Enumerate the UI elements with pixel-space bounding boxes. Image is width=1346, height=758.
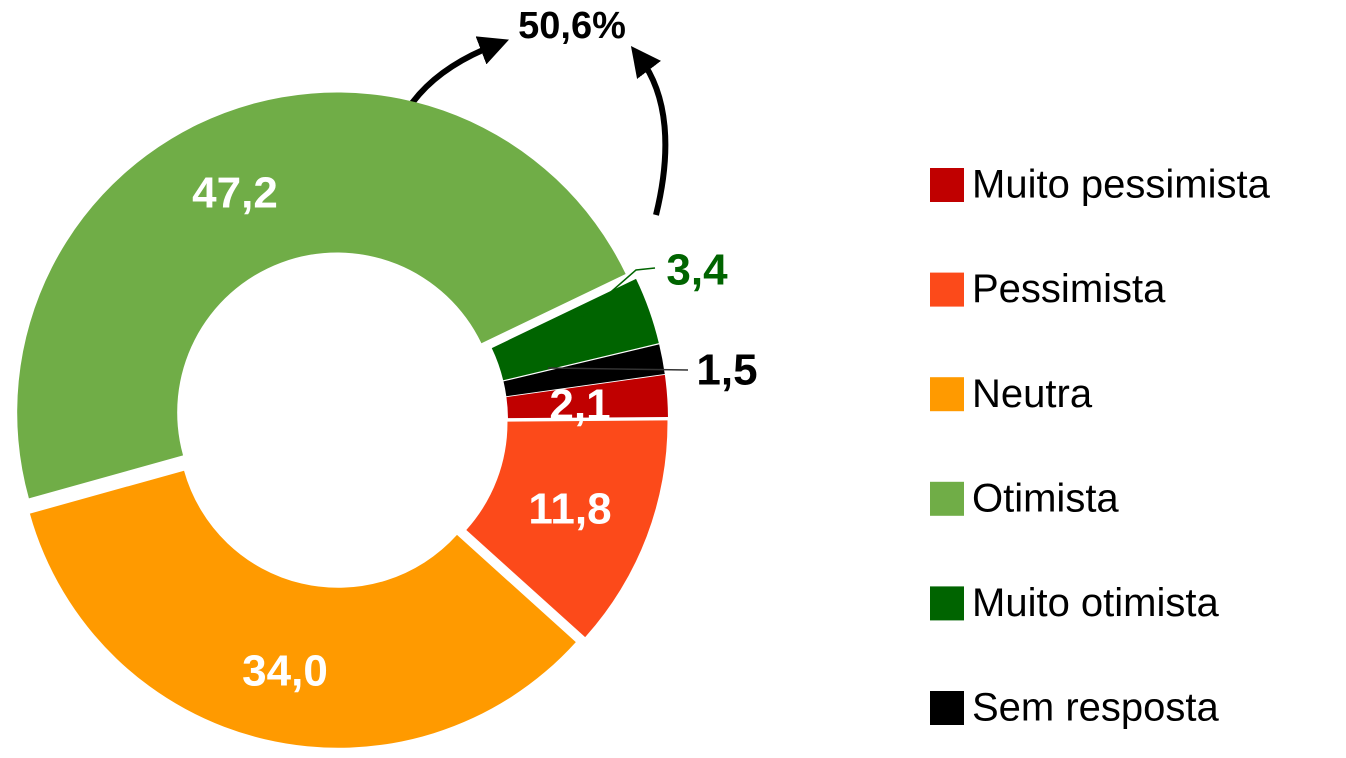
value-label: 47,2: [192, 169, 278, 218]
leader-line: [547, 367, 689, 371]
legend-label: Muito pessimista: [972, 163, 1271, 207]
slice: [491, 278, 659, 381]
value-label: 11,8: [528, 485, 611, 534]
legend-swatch: [930, 168, 964, 202]
value-label: 2,1: [549, 381, 610, 430]
slice: [29, 470, 576, 748]
legend-swatch: [930, 481, 964, 516]
annotation: 50,6%: [518, 5, 626, 47]
legend-label: Sem resposta: [972, 686, 1220, 730]
slice: [17, 92, 626, 499]
legend-label: Otimista: [972, 476, 1119, 520]
legend-swatch: [930, 272, 964, 307]
value-label: 34,0: [242, 647, 328, 696]
slice: [466, 420, 668, 638]
value-label: 1,5: [696, 346, 757, 395]
leader-line: [564, 267, 656, 333]
slice: [503, 344, 665, 397]
legend-swatch: [930, 377, 964, 412]
legend-swatch: [930, 586, 964, 621]
arrow: [630, 46, 669, 216]
slice: [506, 374, 668, 419]
legend-swatch: [930, 691, 964, 725]
value-label: 3,4: [666, 246, 728, 295]
legend-label: Pessimista: [972, 267, 1166, 311]
legend-label: Muito otimista: [972, 581, 1219, 625]
legend-label: Neutra: [972, 372, 1093, 416]
